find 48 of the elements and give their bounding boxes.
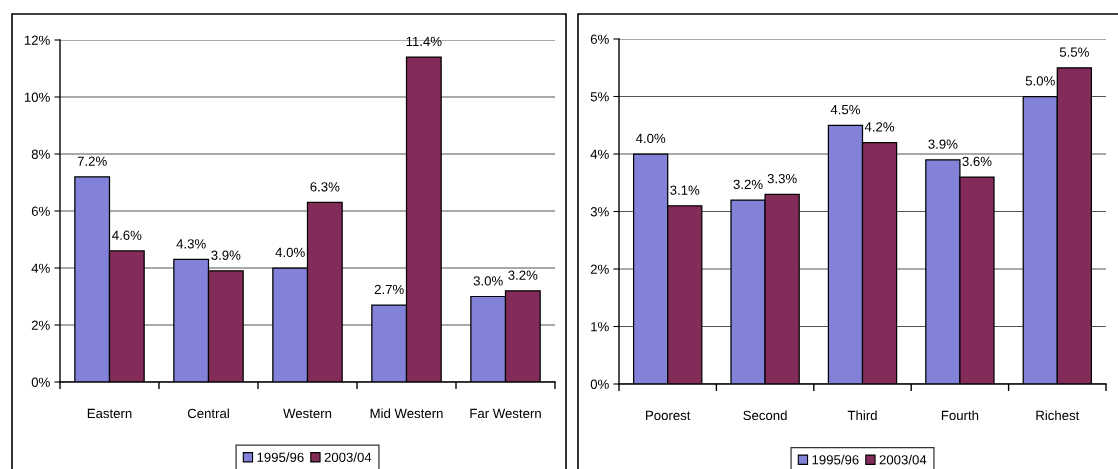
y-tick-label: 0% [31, 377, 50, 387]
y-tick-label: 5% [590, 92, 609, 102]
y-tick-label: 10% [24, 92, 50, 102]
y-tick-label: 0% [590, 379, 609, 389]
x-tick-label: Fourth [941, 410, 979, 421]
x-tick-label: Third [847, 410, 877, 421]
data-label: 4.0% [275, 247, 305, 258]
x-tick-label: Second [743, 410, 787, 421]
x-tick-label: Poorest [646, 410, 691, 421]
y-tick-label: 4% [31, 263, 50, 273]
data-label: 3.9% [928, 139, 958, 149]
data-label: 3.1% [670, 185, 700, 195]
y-tick-label: 2% [31, 320, 50, 330]
data-label: 2.7% [374, 284, 404, 295]
data-label: 3.2% [733, 179, 763, 190]
y-tick-label: 6% [31, 206, 50, 216]
y-tick-label: 4% [590, 149, 609, 159]
data-label: 4.0% [635, 133, 666, 144]
data-label: 4.2% [864, 122, 895, 132]
y-tick-label: 8% [31, 149, 50, 159]
x-tick-label: Richest [1036, 410, 1080, 421]
y-tick-label: 2% [590, 264, 609, 274]
data-label: 7.2% [77, 156, 107, 166]
x-tick-label: Eastern [87, 408, 132, 419]
data-label: 3.9% [211, 250, 241, 260]
legend-label: 1995/96 [812, 454, 859, 465]
data-label: 4.6% [112, 230, 142, 240]
data-label: 3.6% [962, 156, 992, 167]
legend-label: 1995/96 [257, 452, 304, 462]
y-tick-label: 3% [590, 207, 609, 217]
y-tick-label: 1% [591, 322, 609, 332]
data-label: 4.3% [176, 239, 206, 249]
data-label: 6.3% [310, 182, 340, 192]
y-tick-label: 12% [24, 35, 50, 45]
x-tick-label: Central [187, 408, 229, 419]
legend-label: 2003/04 [879, 454, 927, 465]
data-label: 5.5% [1059, 47, 1089, 57]
data-label: 11.4% [406, 36, 442, 47]
data-label: 3.3% [767, 173, 797, 184]
data-label: 4.5% [830, 105, 861, 115]
y-tick-label: 6% [590, 34, 609, 44]
x-tick-label: Western [283, 408, 332, 419]
data-label: 3.0% [473, 276, 503, 286]
legend-label: 2003/04 [324, 452, 372, 462]
x-tick-label: Mid Western [370, 408, 443, 419]
x-tick-label: Far Western [470, 408, 541, 419]
data-label: 5.0% [1025, 76, 1055, 86]
data-label: 3.2% [508, 270, 538, 280]
